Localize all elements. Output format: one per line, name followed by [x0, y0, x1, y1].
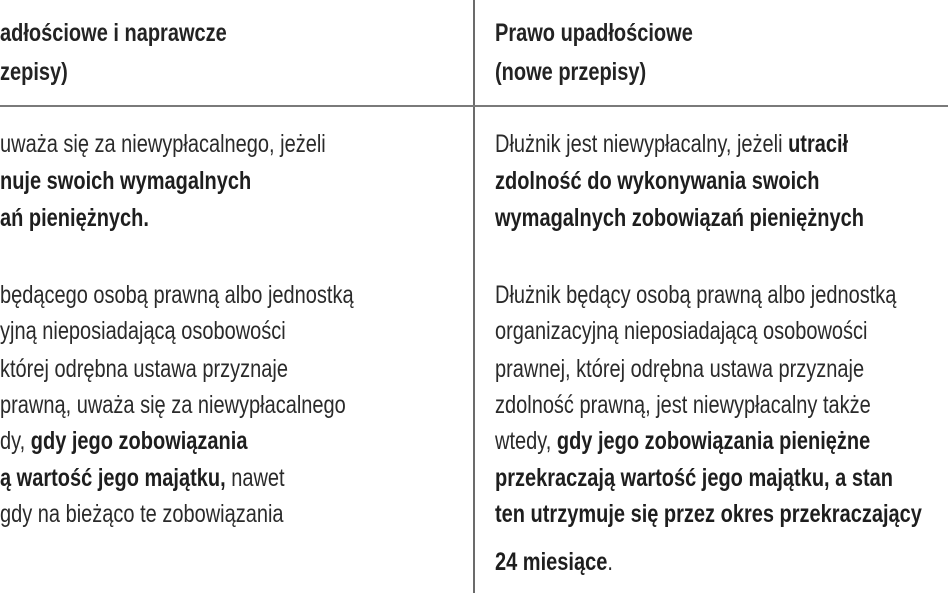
body-text-line: będącego osobą prawną albo jednostką: [0, 280, 354, 310]
body-text-line: gdy na bieżąco te zobowiązania: [0, 499, 284, 529]
text: .: [607, 548, 613, 576]
text: wtedy,: [495, 427, 557, 455]
body-text-line: yjną nieposiadającą osobowości: [0, 316, 286, 346]
text: prawną, uważa się za niewypłacalnego: [0, 391, 346, 419]
body-text-line: wymagalnych zobowiązań pieniężnych: [495, 203, 864, 233]
bold-text: wymagalnych zobowiązań pieniężnych: [495, 204, 864, 232]
text: dy,: [0, 427, 31, 455]
bold-text: zdolność do wykonywania swoich: [495, 167, 820, 195]
text: organizacyjną nieposiadającą osobowości: [495, 317, 868, 345]
column-header-line: (nowe przepisy): [495, 58, 647, 86]
text: której odrębna ustawa przyznaje: [0, 355, 288, 383]
column-new-law: Prawo upadłościowe (nowe przepisy) Dłużnik…: [475, 0, 948, 593]
body-text-line: Dłużnik jest niewypłacalny, jeżeli utrac…: [495, 129, 848, 159]
text: gdy na bieżąco te zobowiązania: [0, 500, 284, 528]
body-text-line: prawną, uważa się za niewypłacalnego: [0, 390, 346, 420]
body-text-line: 24 miesiące.: [495, 547, 613, 577]
text: Dłużnik jest niewypłacalny, jeżeli: [495, 130, 789, 158]
body-text-line: ą wartość jego majątku, nawet: [0, 463, 285, 493]
bold-text: 24 miesiące: [495, 548, 608, 576]
body-text-line: przekraczają wartość jego majątku, a sta…: [495, 463, 893, 493]
body-text-line: zdolność prawną, jest niewypłacalny takż…: [495, 390, 871, 420]
text: zdolność prawną, jest niewypłacalny takż…: [495, 391, 871, 419]
bold-text: nuje swoich wymagalnych: [0, 167, 252, 195]
bold-text: ten utrzymuje się przez okres przekracza…: [495, 500, 922, 528]
body-text-line: ten utrzymuje się przez okres przekracza…: [495, 499, 922, 529]
body-text-line: ań pieniężnych.: [0, 203, 149, 233]
column-old-law: adłościowe i naprawcze zepisy) uważa się z…: [0, 19, 354, 529]
body-text-line: Dłużnik będący osobą prawną albo jednost…: [495, 280, 896, 310]
header-divider: [0, 105, 948, 107]
body-text-line: uważa się za niewypłacalnego, jeżeli: [0, 129, 326, 159]
text: yjną nieposiadającą osobowości: [0, 317, 286, 345]
column-header-line: adłościowe i naprawcze: [0, 19, 227, 47]
column-header-line: zepisy): [0, 58, 68, 86]
bold-text: utracił: [788, 130, 849, 158]
body-text-line: której odrębna ustawa przyznaje: [0, 354, 288, 384]
bold-text: ań pieniężnych.: [0, 204, 149, 232]
body-text-line: dy, gdy jego zobowiązania: [0, 426, 247, 456]
body-text-line: organizacyjną nieposiadającą osobowości: [495, 316, 867, 346]
body-text-line: wtedy, gdy jego zobowiązania pieniężne: [495, 426, 870, 456]
column-divider: [473, 0, 475, 593]
text: będącego osobą prawną albo jednostką: [0, 281, 354, 309]
text: uważa się za niewypłacalnego, jeżeli: [0, 130, 326, 158]
text: prawnej, której odrębna ustawa przyznaje: [495, 355, 865, 383]
body-text-line: zdolność do wykonywania swoich: [495, 166, 820, 196]
bold-text: ą wartość jego majątku,: [0, 464, 226, 492]
text: nawet: [225, 464, 285, 492]
bold-text: przekraczają wartość jego majątku, a sta…: [495, 464, 893, 492]
body-text-line: prawnej, której odrębna ustawa przyznaje: [495, 354, 864, 384]
column-header-line: Prawo upadłościowe: [495, 19, 693, 47]
bold-text: gdy jego zobowiązania pieniężne: [556, 427, 871, 455]
bold-text: gdy jego zobowiązania: [30, 427, 248, 455]
body-text-line: nuje swoich wymagalnych: [0, 166, 251, 196]
text: Dłużnik będący osobą prawną albo jednost…: [495, 281, 897, 309]
